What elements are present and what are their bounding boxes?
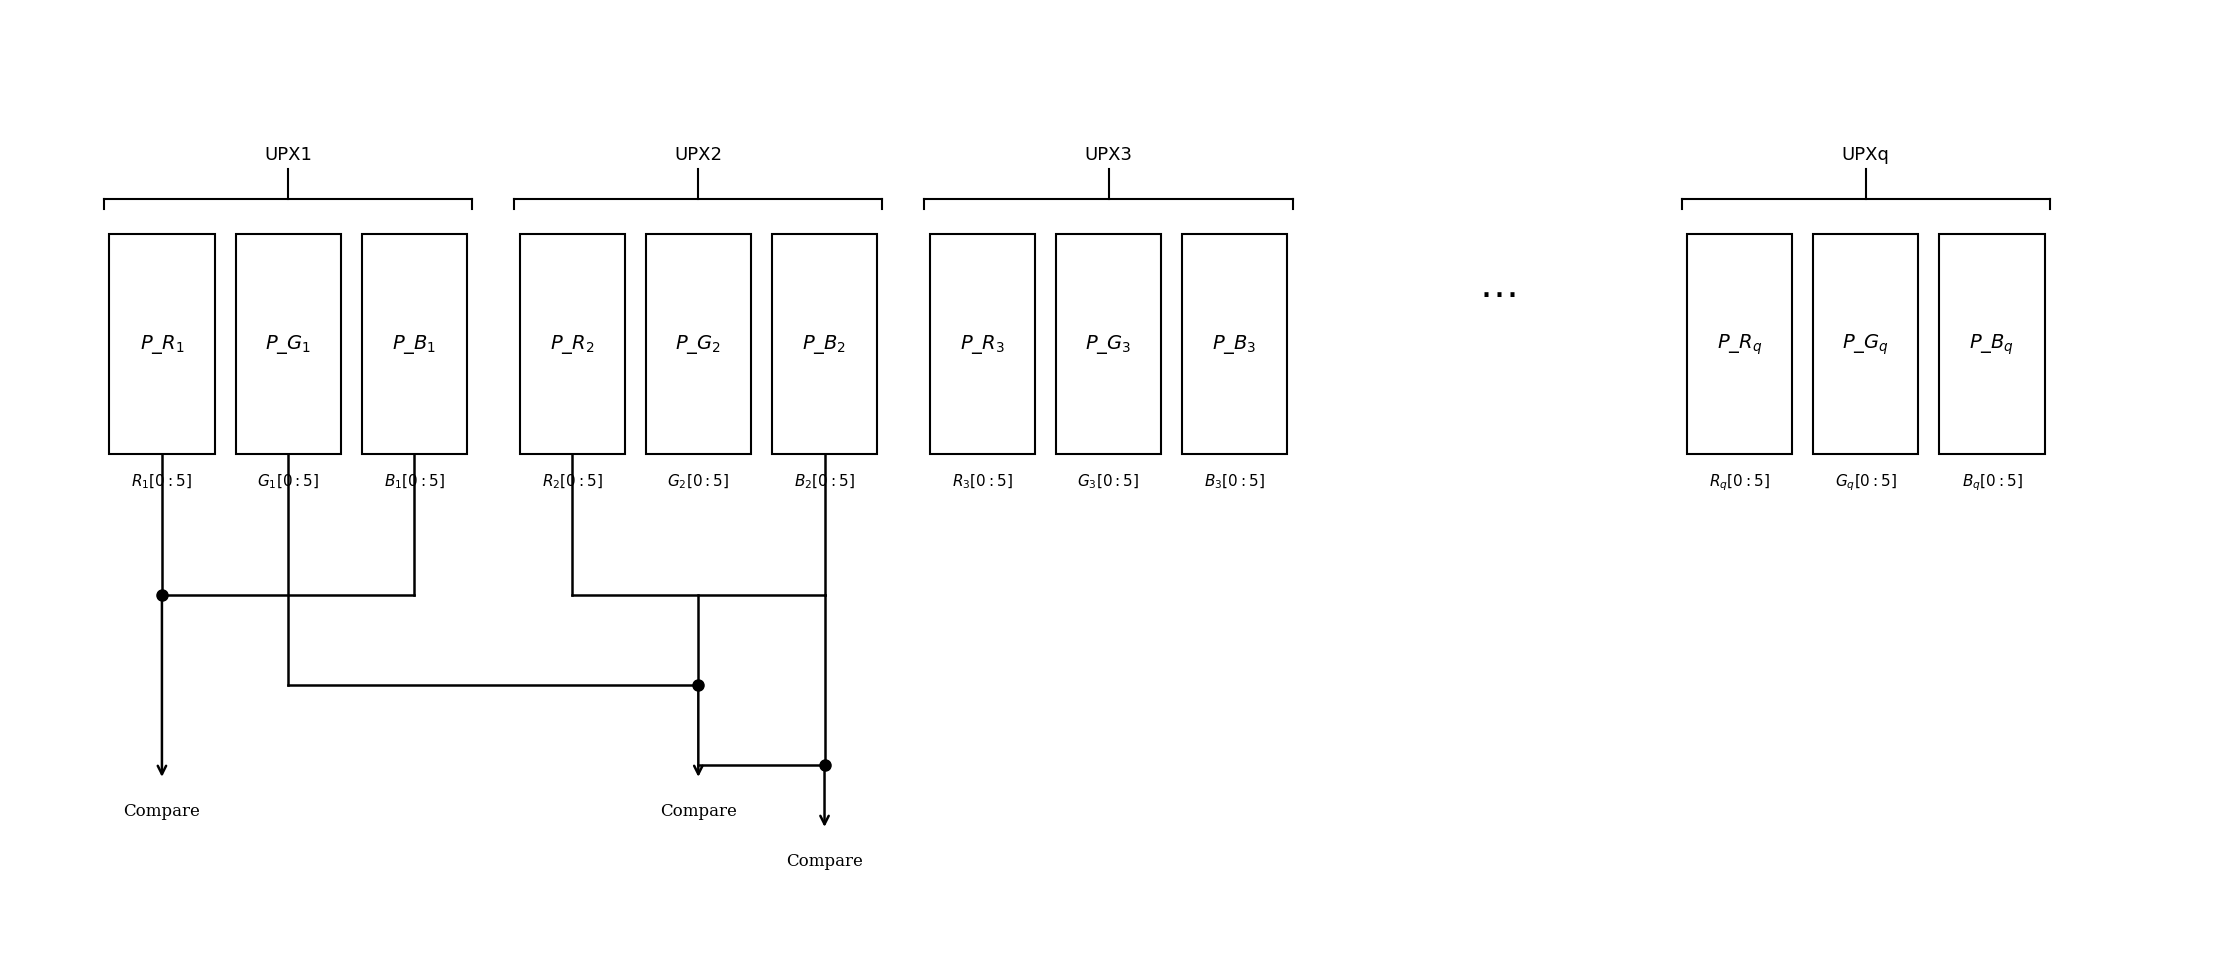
Text: $\mathit{P\_R_{q}}$: $\mathit{P\_R_{q}}$	[1716, 332, 1763, 357]
Text: $\mathit{P\_G_{3}}$: $\mathit{P\_G_{3}}$	[1086, 333, 1131, 356]
Text: $B_{q}[0:5]$: $B_{q}[0:5]$	[1962, 473, 2022, 493]
Text: $\mathit{P\_B_{3}}$: $\mathit{P\_B_{3}}$	[1213, 333, 1257, 356]
Bar	[1814, 234, 1918, 455]
Text: $\mathit{P\_G_{q}}$: $\mathit{P\_G_{q}}$	[1842, 332, 1889, 357]
Text: $\mathit{P\_R_{1}}$: $\mathit{P\_R_{1}}$	[140, 333, 184, 356]
Text: $\mathit{P\_B_{q}}$: $\mathit{P\_B_{q}}$	[1969, 332, 2015, 357]
Text: $B_{2}[0:5]$: $B_{2}[0:5]$	[794, 473, 856, 491]
Text: $\mathit{P\_B_{1}}$: $\mathit{P\_B_{1}}$	[392, 333, 437, 356]
Text: $R_{1}[0:5]$: $R_{1}[0:5]$	[131, 473, 193, 491]
Text: $G_{3}[0:5]$: $G_{3}[0:5]$	[1077, 473, 1140, 491]
Text: Compare: Compare	[661, 803, 736, 820]
Text: $G_{q}[0:5]$: $G_{q}[0:5]$	[1836, 473, 1898, 493]
Bar	[235, 234, 341, 455]
Bar	[1940, 234, 2044, 455]
Text: $B_{3}[0:5]$: $B_{3}[0:5]$	[1204, 473, 1266, 491]
Bar	[1687, 234, 1791, 455]
Text: $R_{q}[0:5]$: $R_{q}[0:5]$	[1709, 473, 1769, 493]
Bar	[645, 234, 752, 455]
Text: $\cdots$: $\cdots$	[1479, 275, 1516, 314]
Text: $\mathit{P\_R_{2}}$: $\mathit{P\_R_{2}}$	[550, 333, 594, 356]
Text: $G_{2}[0:5]$: $G_{2}[0:5]$	[667, 473, 729, 491]
Text: $R_{3}[0:5]$: $R_{3}[0:5]$	[951, 473, 1013, 491]
Text: $\mathit{P\_G_{2}}$: $\mathit{P\_G_{2}}$	[676, 333, 721, 356]
Bar	[1182, 234, 1288, 455]
Text: UPX3: UPX3	[1084, 147, 1133, 164]
Text: $\mathit{P\_R_{3}}$: $\mathit{P\_R_{3}}$	[960, 333, 1004, 356]
Text: Compare: Compare	[124, 803, 200, 820]
Bar	[1055, 234, 1162, 455]
Text: UPX1: UPX1	[264, 147, 313, 164]
Bar	[361, 234, 468, 455]
Text: $\mathit{P\_B_{2}}$: $\mathit{P\_B_{2}}$	[803, 333, 847, 356]
Text: $R_{2}[0:5]$: $R_{2}[0:5]$	[541, 473, 603, 491]
Text: $G_{1}[0:5]$: $G_{1}[0:5]$	[257, 473, 319, 491]
Text: $\mathit{P\_G_{1}}$: $\mathit{P\_G_{1}}$	[266, 333, 310, 356]
Text: $B_{1}[0:5]$: $B_{1}[0:5]$	[384, 473, 446, 491]
Text: UPXq: UPXq	[1842, 147, 1889, 164]
Text: Compare: Compare	[787, 853, 862, 870]
Bar	[929, 234, 1035, 455]
Bar	[772, 234, 878, 455]
Bar	[519, 234, 625, 455]
Bar	[109, 234, 215, 455]
Text: UPX2: UPX2	[674, 147, 723, 164]
